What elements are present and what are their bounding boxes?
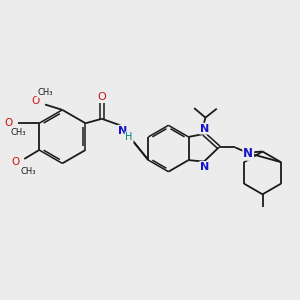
Text: CH₃: CH₃ bbox=[37, 88, 53, 97]
Text: O: O bbox=[32, 96, 40, 106]
Text: O: O bbox=[98, 92, 106, 102]
Text: N: N bbox=[200, 124, 209, 134]
Text: N: N bbox=[200, 162, 209, 172]
Text: O: O bbox=[12, 157, 20, 167]
Text: H: H bbox=[125, 132, 133, 142]
Text: N: N bbox=[243, 147, 253, 160]
Text: N: N bbox=[118, 126, 127, 136]
Text: O: O bbox=[5, 118, 13, 128]
Text: CH₃: CH₃ bbox=[20, 167, 36, 176]
Text: CH₃: CH₃ bbox=[10, 128, 26, 137]
